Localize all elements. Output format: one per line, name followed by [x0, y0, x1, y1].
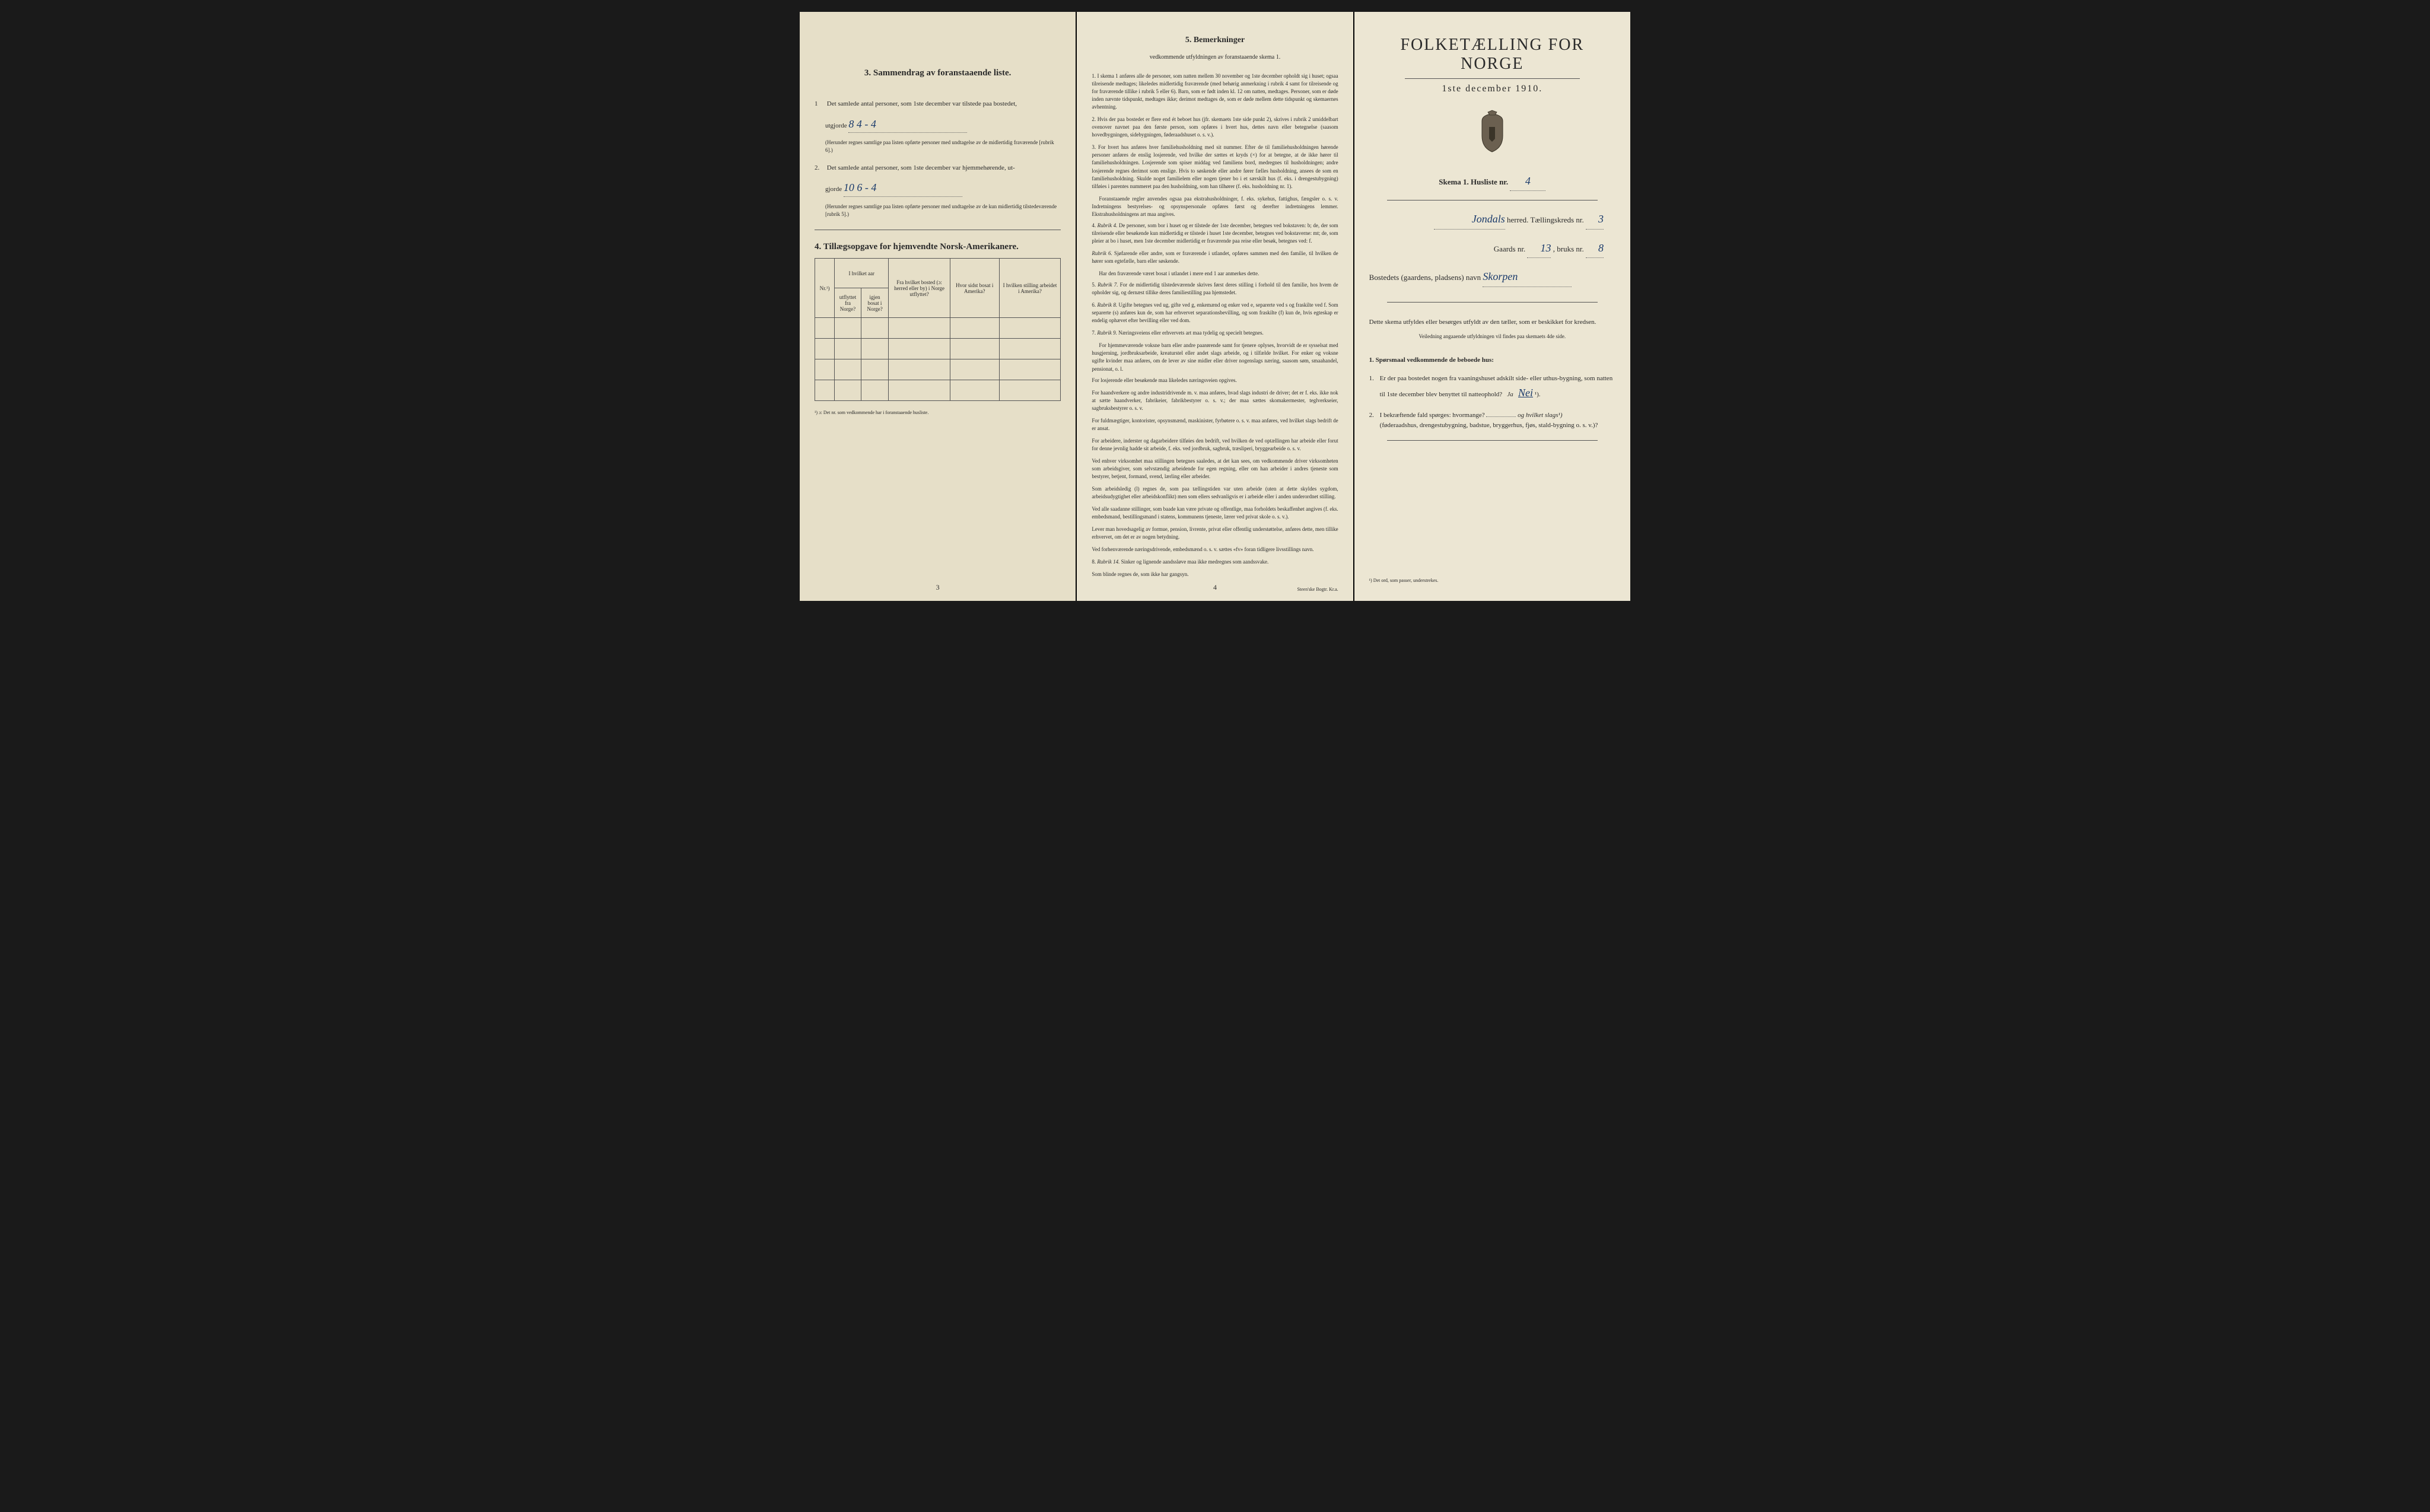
printer-credit: Steen'ske Bogtr. Kr.a.: [1297, 587, 1338, 592]
instruction-item: For haandverkere og andre industridriven…: [1092, 389, 1338, 412]
q1-num: 1.: [1369, 374, 1380, 401]
item1-num: 1: [815, 99, 825, 110]
bruks-label: , bruks nr.: [1553, 244, 1584, 253]
question2: 2. I bekræftende fald spørges: hvormange…: [1369, 410, 1615, 431]
q1-suffix: ¹).: [1535, 391, 1541, 398]
q2-text3: (føderaadshus, drengestubygning, badstue…: [1380, 422, 1598, 429]
instruction-extra: For hjemmeværende voksne barn eller andr…: [1092, 342, 1338, 373]
date-subtitle: 1ste december 1910.: [1369, 84, 1615, 94]
item1-note: (Herunder regnes samtlige paa listen opf…: [815, 139, 1061, 154]
skema-line: Skema 1. Husliste nr. 4: [1369, 171, 1615, 191]
section4-table: Nr.¹) I hvilket aar Fra hvilket bosted (…: [815, 258, 1061, 401]
crest-icon: [1476, 109, 1509, 154]
q1-text: Er der paa bostedet nogen fra vaaningshu…: [1380, 375, 1613, 398]
item2-value-line: gjorde 10 6 - 4: [815, 179, 1061, 197]
th-stilling: I hvilken stilling arbeidet i Amerika?: [999, 259, 1061, 318]
item2-value: 10 6 - 4: [844, 179, 962, 197]
section4-title: 4. Tillægsopgave for hjemvendte Norsk-Am…: [815, 242, 1061, 252]
form-rule3: [1387, 440, 1598, 441]
gaards-label: Gaards nr.: [1494, 244, 1525, 253]
item2-num: 2.: [815, 163, 825, 174]
form-rule2: [1387, 302, 1598, 303]
instruction-item: 2. Hvis der paa bostedet er flere end ét…: [1092, 116, 1338, 139]
gaards-line: Gaards nr. 13 , bruks nr. 8: [1369, 238, 1615, 258]
instruction-item: 8. Rubrik 14. Sinker og lignende aandssl…: [1092, 558, 1338, 566]
instruction-item: Som blinde regnes de, som ikke har gangs…: [1092, 571, 1338, 578]
instruction-item: For arbeidere, inderster og dagarbeidere…: [1092, 437, 1338, 453]
item2-note: (Herunder regnes samtlige paa listen opf…: [815, 203, 1061, 218]
right-panel: FOLKETÆLLING FOR NORGE 1ste december 191…: [1354, 12, 1630, 601]
left-panel: 3. Sammendrag av foranstaaende liste. 1 …: [800, 12, 1076, 601]
skema-label: Skema 1. Husliste nr.: [1439, 177, 1508, 186]
instruction-item: 3. For hvert hus anføres hver familiehus…: [1092, 144, 1338, 190]
th-utflyttet: utflyttet fra Norge?: [835, 288, 861, 318]
page-num-4: 4: [1213, 583, 1217, 592]
instruction-item: For fuldmægtiger, kontorister, opsynsmæn…: [1092, 417, 1338, 432]
instruction1: Dette skema utfyldes eller besørges utfy…: [1369, 317, 1615, 327]
question1: 1. Er der paa bostedet nogen fra vaaning…: [1369, 374, 1615, 401]
instruction-item: 6. Rubrik 8. Ugifte betegnes ved ug, gif…: [1092, 301, 1338, 324]
gaards-nr: 13: [1527, 238, 1551, 258]
q2-text: I bekræftende fald spørges: hvormange?: [1380, 412, 1485, 419]
bosteds-line: Bostedets (gaardens, pladsens) navn Skor…: [1369, 267, 1615, 287]
instruction-extra: Foranstaaende regler anvendes ogsaa paa …: [1092, 195, 1338, 218]
item1-text: Det samlede antal personer, som 1ste dec…: [827, 100, 1017, 107]
instruction-item: Ved alle saadanne stillinger, som baade …: [1092, 505, 1338, 521]
table-row: [815, 359, 1061, 380]
instructions: 1. I skema 1 anføres alle de personer, s…: [1092, 72, 1338, 578]
page-num-3: 3: [936, 583, 940, 592]
th-bosted: Fra hvilket bosted (ɔ: herred eller by) …: [889, 259, 950, 318]
bottom-footnote: ¹) Det ord, som passer, understrekes.: [1369, 578, 1615, 583]
instruction-item: Ved forhenværende næringsdrivende, embed…: [1092, 546, 1338, 553]
instruction-item: 7. Rubrik 9. Næringsveiens eller erhverv…: [1092, 329, 1338, 337]
section3-item2: 2. Det samlede antal personer, som 1ste …: [815, 163, 1061, 174]
th-amerika: Hvor sidst bosat i Amerika?: [950, 259, 999, 318]
herred-value: Jondals: [1434, 209, 1505, 229]
herred-line: Jondals herred. Tællingskreds nr. 3: [1369, 209, 1615, 229]
q1-ja: Ja: [1507, 391, 1513, 398]
bosteds-label: Bostedets (gaardens, pladsens) navn: [1369, 273, 1481, 282]
section5-title: 5. Bemerkninger: [1092, 36, 1338, 45]
q2-num: 2.: [1369, 410, 1380, 431]
kreds-nr: 3: [1586, 209, 1604, 229]
middle-panel: 5. Bemerkninger vedkommende utfyldningen…: [1077, 12, 1353, 601]
title-rule: [1405, 78, 1580, 79]
item1-label: utgjorde: [825, 122, 847, 129]
bruks-nr: 8: [1586, 238, 1604, 258]
instruction-item: Lever man hovedsagelig av formue, pensio…: [1092, 526, 1338, 541]
table-row: [815, 339, 1061, 359]
instruction-item: 5. Rubrik 7. For de midlertidig tilstede…: [1092, 281, 1338, 297]
instruction-item: Rubrik 6. Sjøfarende eller andre, som er…: [1092, 250, 1338, 265]
section3-title: 3. Sammendrag av foranstaaende liste.: [815, 68, 1061, 78]
instruction-item: 4. Rubrik 4. De personer, som bor i huse…: [1092, 222, 1338, 245]
section3-item1: 1 Det samlede antal personer, som 1ste d…: [815, 99, 1061, 110]
section1-title: 1. Spørsmaal vedkommende de beboede hus:: [1369, 355, 1615, 365]
bosteds-value: Skorpen: [1483, 267, 1572, 287]
q2-text2: og hvilket slags¹): [1518, 412, 1562, 419]
instruction-item: For losjerende eller besøkende maa likel…: [1092, 377, 1338, 384]
item2-label: gjorde: [825, 186, 842, 193]
section5-subtitle: vedkommende utfyldningen av foranstaaend…: [1092, 54, 1338, 61]
q1-nei: Nei: [1518, 387, 1533, 399]
instruction-item: Som arbeidsledig (l) regnes de, som paa …: [1092, 485, 1338, 501]
instruction-item: 1. I skema 1 anføres alle de personer, s…: [1092, 72, 1338, 111]
instruction2: Veiledning angaaende utfyldningen vil fi…: [1369, 333, 1615, 340]
section4-footnote: ¹) ɔ: Det nr. som vedkommende har i fora…: [815, 410, 1061, 415]
census-document: 3. Sammendrag av foranstaaende liste. 1 …: [800, 12, 1630, 601]
table-row: [815, 380, 1061, 401]
national-crest: [1369, 109, 1615, 157]
instruction-extra: Har den fraværende været bosat i utlande…: [1092, 270, 1338, 278]
instruction-item: Ved enhver virksomhet maa stillingen bet…: [1092, 457, 1338, 480]
th-igjen: igjen bosat i Norge?: [861, 288, 889, 318]
item2-text: Det samlede antal personer, som 1ste dec…: [827, 164, 1015, 171]
item1-value: 8 4 - 4: [848, 116, 967, 133]
table-row: [815, 318, 1061, 339]
main-title: FOLKETÆLLING FOR NORGE: [1369, 36, 1615, 74]
item1-value-line: utgjorde 8 4 - 4: [815, 116, 1061, 133]
husliste-nr: 4: [1510, 171, 1545, 191]
herred-label: herred. Tællingskreds nr.: [1507, 215, 1584, 224]
th-nr: Nr.¹): [815, 259, 835, 318]
th-aar: I hvilket aar: [835, 259, 889, 288]
